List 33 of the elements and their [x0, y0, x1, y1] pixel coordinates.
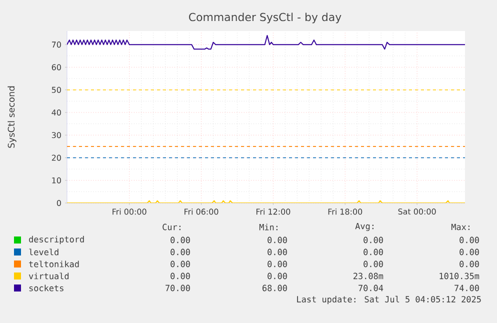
y-axis-title: SysCtl second	[8, 86, 16, 148]
text: 0.00	[268, 236, 287, 244]
text: 0.00	[170, 260, 190, 268]
legend-label: descriptord	[29, 236, 84, 244]
text: 0.00	[460, 260, 479, 268]
text: 74.00	[454, 284, 479, 292]
text: 0.00	[364, 248, 383, 256]
legend-label: teltonikad	[29, 260, 79, 268]
text: 70.04	[358, 284, 384, 292]
legend-label: leveld	[29, 248, 58, 256]
text: 0.00	[170, 236, 190, 244]
text: 68.00	[262, 284, 287, 292]
text: 70.00	[166, 284, 190, 292]
text: Max:	[451, 224, 470, 230]
text: 0.00	[268, 260, 287, 268]
text: 0.00	[460, 236, 479, 244]
text: Cur:	[162, 224, 180, 230]
legend-label: virtuald	[28, 272, 69, 280]
text: 0.00	[268, 248, 287, 256]
text: 0.00	[364, 260, 383, 268]
chart-title: Commander SysCtl - by day	[189, 12, 342, 24]
text: 0.00	[170, 272, 190, 280]
text: 1010.35m	[440, 272, 480, 280]
text: 23.08m	[354, 272, 384, 280]
text: Avg:	[355, 223, 374, 231]
text: 0.00	[268, 272, 287, 280]
text: 0.00	[170, 248, 190, 256]
text: Last update: Sat Jul 5 04:05:12 2025	[297, 296, 481, 304]
line-series	[67, 35, 466, 50]
text: Min:	[259, 224, 278, 230]
legend-label: sockets	[29, 284, 64, 292]
text: 0.00	[460, 248, 479, 256]
text: 0.00	[364, 236, 383, 244]
